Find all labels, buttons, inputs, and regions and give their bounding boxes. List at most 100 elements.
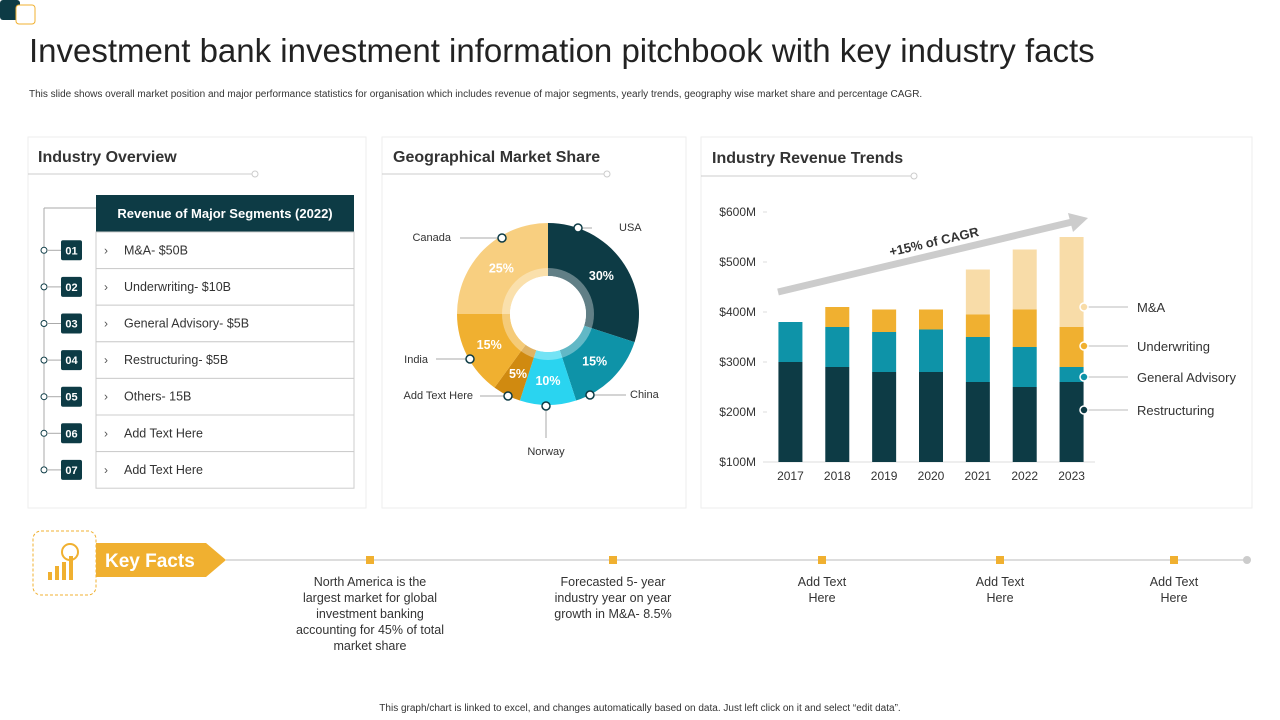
row-box — [95, 451, 355, 489]
x-tick-label: 2022 — [1011, 469, 1038, 483]
cagr-arrowhead — [1068, 213, 1088, 232]
bar-segment — [919, 372, 943, 462]
row-dot — [40, 283, 48, 291]
chevron: › — [104, 463, 108, 477]
callout-dot — [541, 401, 551, 411]
bar-segment — [1059, 237, 1084, 327]
logo-gold — [15, 4, 36, 25]
bar-segment — [825, 327, 850, 367]
row-box — [95, 268, 355, 306]
donut-slice — [494, 344, 537, 401]
row-text: M&A- $50B — [124, 243, 188, 257]
row-box — [95, 377, 355, 416]
panel-title: Industry Revenue Trends — [712, 150, 903, 167]
cagr-arrow — [777, 218, 1073, 296]
row-text: Add Text Here — [124, 463, 203, 477]
row-dot — [40, 393, 48, 401]
logo-dark — [0, 0, 20, 20]
donut-slice — [548, 223, 639, 343]
y-tick-label: $100M — [719, 455, 756, 469]
row-text: Restructuring- $5B — [124, 353, 228, 367]
callout-label: Add Text Here — [403, 390, 473, 402]
bar-segment — [965, 269, 990, 315]
bar-segment — [1012, 387, 1037, 462]
bar-segment — [1012, 249, 1037, 310]
row-dot — [40, 466, 48, 474]
legend-label: Restructuring — [1137, 403, 1214, 418]
title: Investment bank investment information p… — [29, 32, 1095, 69]
timeline-marker — [996, 556, 1004, 564]
callout-dot — [497, 233, 507, 243]
donut-slice — [457, 314, 526, 388]
callout-label: China — [630, 389, 660, 401]
bar-segment — [1012, 309, 1037, 347]
chevron: › — [104, 426, 108, 440]
timeline-end — [1243, 556, 1251, 564]
row-number: 02 — [65, 282, 77, 294]
number-box — [61, 386, 82, 407]
row-box — [95, 341, 355, 379]
bar-segment — [825, 367, 850, 462]
row-text: Underwriting- $10B — [124, 280, 231, 294]
chevron: › — [104, 317, 108, 331]
fact-text: Forecasted 5- year industry year on year… — [554, 575, 672, 621]
row-dot — [40, 320, 48, 327]
table-header: Revenue of Major Segments (2022) — [117, 206, 332, 221]
number-box — [61, 313, 82, 334]
row-text: Others- 15B — [124, 390, 191, 404]
bar-segment — [965, 314, 990, 337]
row-text: General Advisory- $5B — [124, 317, 249, 331]
row-number: 01 — [65, 245, 77, 257]
number-box — [61, 350, 82, 371]
banner — [96, 543, 226, 577]
chevron: › — [104, 390, 108, 404]
bar-segment — [1012, 347, 1037, 387]
donut-slice — [519, 350, 577, 406]
slice-label: 15% — [582, 355, 607, 369]
number-box — [61, 240, 82, 261]
row-box — [95, 231, 355, 270]
chevron: › — [104, 243, 108, 257]
slice-label: 15% — [477, 338, 502, 352]
callout-label: India — [404, 354, 429, 366]
row-number: 06 — [65, 428, 77, 440]
bar-segment — [872, 309, 897, 332]
y-tick-label: $500M — [719, 255, 756, 269]
panel-title: Industry Overview — [38, 149, 177, 166]
row-dot — [40, 429, 48, 437]
fact-text: North America is the largest market for … — [295, 575, 444, 653]
callout-dot — [585, 390, 595, 400]
x-tick-label: 2018 — [824, 469, 851, 483]
row-number: 04 — [65, 355, 78, 367]
x-tick-label: 2021 — [965, 469, 992, 483]
legend-label: General Advisory — [1137, 370, 1236, 385]
bar-segment — [965, 382, 990, 462]
footer: This graph/chart is linked to excel, and… — [379, 703, 901, 714]
callout-dot — [573, 223, 583, 233]
bar-segment — [965, 337, 990, 382]
y-tick-label: $400M — [719, 305, 756, 319]
callout-dot — [465, 354, 475, 364]
row-box — [95, 304, 355, 343]
bar-segment — [1059, 382, 1084, 462]
row-number: 05 — [65, 392, 77, 404]
bar-segment — [1059, 367, 1084, 382]
fact-text: Add Text Here — [797, 575, 847, 605]
subtitle: This slide shows overall market position… — [29, 89, 923, 100]
donut-slice — [457, 223, 548, 314]
callout-label: Canada — [412, 232, 451, 244]
bar-segment — [872, 332, 897, 372]
legend-label: Underwriting — [1137, 339, 1210, 354]
slice-label: 5% — [509, 367, 527, 381]
x-tick-label: 2017 — [777, 469, 804, 483]
table-header-bg — [96, 195, 354, 232]
slice-label: 10% — [535, 374, 560, 388]
hole — [510, 276, 586, 352]
callout-label: Norway — [527, 446, 565, 458]
legend-dot — [1079, 341, 1089, 351]
legend-dot — [1079, 302, 1089, 312]
row-dot — [40, 356, 48, 364]
bar-segment — [825, 307, 850, 327]
